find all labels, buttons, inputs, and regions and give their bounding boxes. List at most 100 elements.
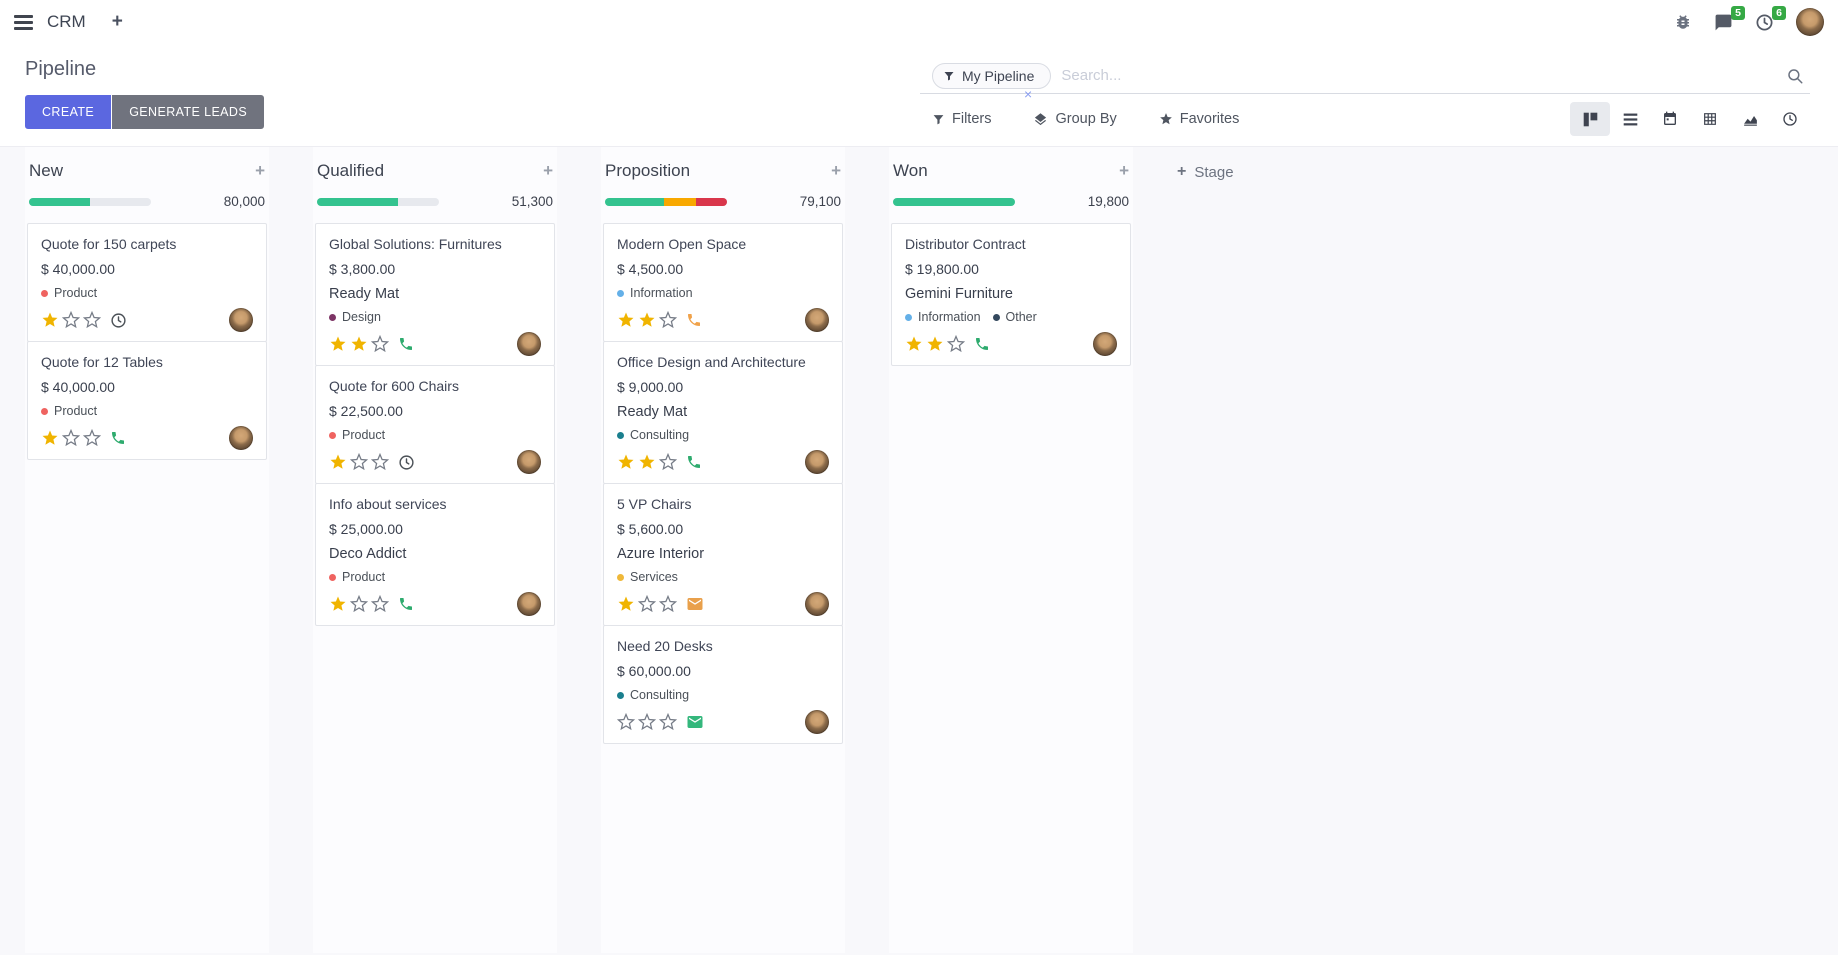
card-activity-icon[interactable] — [398, 336, 414, 352]
card-activity-icon[interactable] — [974, 336, 990, 352]
favorites-button[interactable]: Favorites — [1159, 111, 1239, 127]
star-empty-icon[interactable] — [659, 311, 677, 329]
star-filled-icon[interactable] — [329, 453, 347, 471]
facet-remove-icon[interactable]: × — [1024, 86, 1033, 102]
star-empty-icon[interactable] — [62, 429, 80, 447]
column-progressbar[interactable] — [605, 197, 727, 206]
card-priority-stars[interactable] — [329, 453, 389, 471]
star-empty-icon[interactable] — [659, 713, 677, 731]
kanban-card[interactable]: Office Design and Architecture $ 9,000.0… — [603, 341, 843, 484]
card-activity-icon[interactable] — [686, 595, 704, 613]
column-title[interactable]: Proposition — [605, 161, 691, 180]
star-empty-icon[interactable] — [638, 595, 656, 613]
card-priority-stars[interactable] — [41, 311, 101, 329]
kanban-card[interactable]: Global Solutions: Furnitures $ 3,800.00 … — [315, 223, 555, 366]
star-empty-icon[interactable] — [62, 311, 80, 329]
column-progressbar[interactable] — [29, 197, 151, 206]
star-filled-icon[interactable] — [905, 335, 923, 353]
card-activity-icon[interactable] — [686, 312, 702, 328]
star-filled-icon[interactable] — [329, 335, 347, 353]
kanban-card[interactable]: Info about services $ 25,000.00 Deco Add… — [315, 483, 555, 626]
card-activity-icon[interactable] — [686, 713, 704, 731]
star-empty-icon[interactable] — [371, 453, 389, 471]
card-activity-icon[interactable] — [398, 454, 415, 471]
column-progressbar[interactable] — [893, 197, 1015, 206]
card-salesperson-avatar[interactable] — [229, 426, 253, 450]
card-priority-stars[interactable] — [617, 713, 677, 731]
column-title[interactable]: Qualified — [317, 161, 385, 180]
card-salesperson-avatar[interactable] — [517, 332, 541, 356]
card-priority-stars[interactable] — [617, 595, 677, 613]
column-title[interactable]: New — [29, 161, 64, 180]
star-filled-icon[interactable] — [617, 453, 635, 471]
quick-add-card-icon[interactable]: + — [831, 161, 841, 180]
card-activity-icon[interactable] — [110, 312, 127, 329]
card-priority-stars[interactable] — [329, 595, 389, 613]
activity-view-button[interactable] — [1770, 102, 1810, 136]
add-stage-button[interactable]: + Stage — [1177, 163, 1234, 181]
star-filled-icon[interactable] — [329, 595, 347, 613]
card-priority-stars[interactable] — [329, 335, 389, 353]
kanban-card[interactable]: Quote for 600 Chairs $ 22,500.00 Product — [315, 365, 555, 484]
messages-icon[interactable]: 5 — [1714, 5, 1745, 32]
card-activity-icon[interactable] — [110, 430, 126, 446]
star-filled-icon[interactable] — [617, 595, 635, 613]
star-empty-icon[interactable] — [83, 429, 101, 447]
card-salesperson-avatar[interactable] — [517, 592, 541, 616]
kanban-card[interactable]: Quote for 150 carpets $ 40,000.00 Produc… — [27, 223, 267, 342]
star-empty-icon[interactable] — [371, 335, 389, 353]
star-empty-icon[interactable] — [350, 453, 368, 471]
card-salesperson-avatar[interactable] — [1093, 332, 1117, 356]
star-empty-icon[interactable] — [659, 595, 677, 613]
kanban-card[interactable]: Modern Open Space $ 4,500.00 Information — [603, 223, 843, 342]
kanban-card[interactable]: Quote for 12 Tables $ 40,000.00 Product — [27, 341, 267, 460]
star-empty-icon[interactable] — [371, 595, 389, 613]
star-empty-icon[interactable] — [83, 311, 101, 329]
quick-add-card-icon[interactable]: + — [1119, 161, 1129, 180]
quick-add-card-icon[interactable]: + — [255, 161, 265, 180]
card-salesperson-avatar[interactable] — [805, 592, 829, 616]
card-salesperson-avatar[interactable] — [805, 308, 829, 332]
star-empty-icon[interactable] — [659, 453, 677, 471]
star-filled-icon[interactable] — [926, 335, 944, 353]
create-button[interactable]: CREATE — [25, 95, 112, 129]
star-filled-icon[interactable] — [41, 311, 59, 329]
quick-add-card-icon[interactable]: + — [543, 161, 553, 180]
graph-view-button[interactable] — [1730, 102, 1770, 136]
card-activity-icon[interactable] — [686, 454, 702, 470]
list-view-button[interactable] — [1610, 102, 1650, 136]
card-salesperson-avatar[interactable] — [517, 450, 541, 474]
star-empty-icon[interactable] — [350, 595, 368, 613]
card-salesperson-avatar[interactable] — [805, 710, 829, 734]
apps-menu-icon[interactable] — [14, 14, 33, 30]
star-empty-icon[interactable] — [617, 713, 635, 731]
user-avatar[interactable] — [1796, 8, 1824, 36]
card-salesperson-avatar[interactable] — [229, 308, 253, 332]
card-priority-stars[interactable] — [41, 429, 101, 447]
app-name[interactable]: CRM — [47, 12, 86, 31]
activities-clock-icon[interactable]: 6 — [1755, 5, 1786, 32]
kanban-card[interactable]: Distributor Contract $ 19,800.00 Gemini … — [891, 223, 1131, 366]
card-priority-stars[interactable] — [617, 453, 677, 471]
star-filled-icon[interactable] — [638, 453, 656, 471]
star-filled-icon[interactable] — [638, 311, 656, 329]
search-input[interactable] — [1061, 67, 1786, 84]
star-filled-icon[interactable] — [41, 429, 59, 447]
card-priority-stars[interactable] — [905, 335, 965, 353]
star-filled-icon[interactable] — [617, 311, 635, 329]
calendar-view-button[interactable] — [1650, 102, 1690, 136]
kanban-view-button[interactable] — [1570, 102, 1610, 136]
search-icon[interactable] — [1786, 67, 1804, 85]
card-priority-stars[interactable] — [617, 311, 677, 329]
search-bar[interactable]: My Pipeline × — [920, 58, 1810, 102]
search-facet-my-pipeline[interactable]: My Pipeline — [932, 62, 1052, 89]
kanban-card[interactable]: Need 20 Desks $ 60,000.00 Consulting — [603, 625, 843, 744]
card-activity-icon[interactable] — [398, 596, 414, 612]
star-empty-icon[interactable] — [638, 713, 656, 731]
new-tab-icon[interactable]: + — [111, 11, 123, 32]
column-title[interactable]: Won — [893, 161, 928, 180]
debug-bug-icon[interactable] — [1674, 13, 1692, 31]
star-filled-icon[interactable] — [350, 335, 368, 353]
column-progressbar[interactable] — [317, 197, 439, 206]
group-by-button[interactable]: Group By — [1033, 111, 1117, 127]
